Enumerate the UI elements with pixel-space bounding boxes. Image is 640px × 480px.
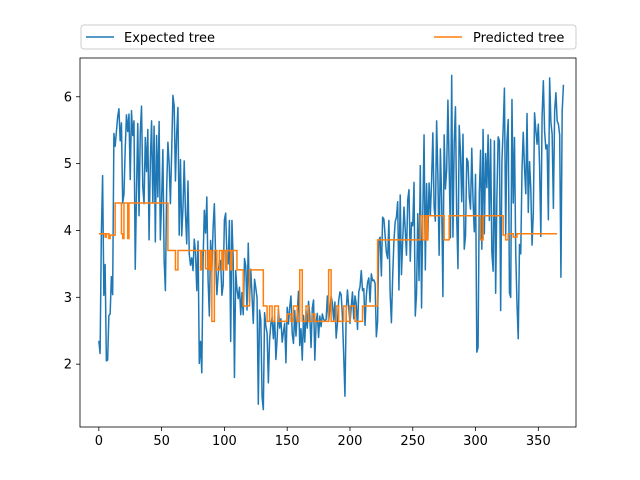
x-axis: 0 50 100 150 200 250 300 350: [95, 427, 551, 449]
y-tick-label: 6: [64, 90, 72, 105]
legend: Expected tree Predicted tree: [80, 24, 577, 50]
legend-label-predicted: Predicted tree: [473, 31, 564, 46]
x-tick-label: 50: [153, 434, 170, 449]
y-tick-label: 5: [64, 157, 72, 172]
y-tick-label: 4: [64, 224, 72, 239]
axes-frame: [79, 57, 577, 428]
x-tick-label: 150: [275, 434, 300, 449]
plot-lines: [98, 74, 565, 411]
y-axis: 2 3 4 5 6: [64, 90, 80, 373]
x-tick-label: 250: [400, 434, 425, 449]
legend-box: [80, 24, 577, 50]
x-tick-label: 300: [463, 434, 488, 449]
series-line-predicted-tree: [98, 202, 558, 323]
y-tick-label: 2: [64, 358, 72, 373]
x-tick-label: 100: [212, 434, 237, 449]
x-tick-label: 0: [95, 434, 103, 449]
x-tick-label: 200: [338, 434, 363, 449]
x-tick-label: 350: [526, 434, 551, 449]
legend-label-expected: Expected tree: [124, 31, 215, 46]
y-tick-label: 3: [64, 291, 72, 306]
